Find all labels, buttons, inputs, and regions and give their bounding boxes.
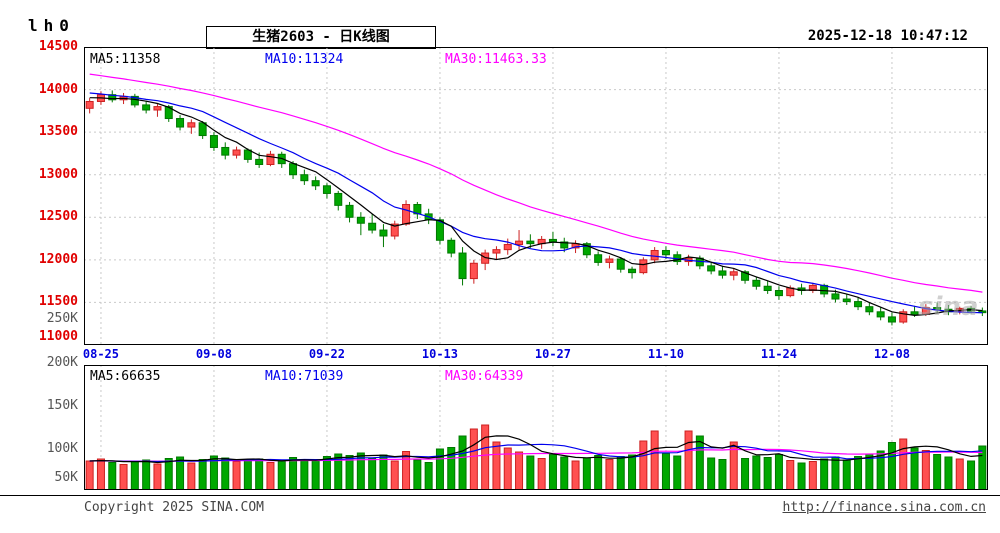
- price-ma10-legend: MA10:11324: [265, 52, 344, 67]
- price-axis-label: 13000: [38, 166, 78, 182]
- volume-axis-label: 150K: [46, 398, 78, 413]
- volume-ma5-legend: MA5:66635: [90, 369, 161, 384]
- date-axis-label: 12-08: [873, 347, 910, 361]
- date-axis-label: 11-10: [647, 347, 684, 361]
- date-axis-label: 10-13: [421, 347, 458, 361]
- price-axis-label: 14000: [38, 81, 78, 97]
- volume-axis-label: 250K: [46, 311, 78, 326]
- date-axis-label: 08-25: [82, 347, 119, 361]
- site-url-link[interactable]: http://finance.sina.com.cn: [782, 500, 987, 515]
- instrument-code: lh0: [28, 16, 75, 35]
- volume-axis-label: 200K: [46, 355, 78, 370]
- sina-watermark: sina: [918, 292, 979, 322]
- price-ma5-legend: MA5:11358: [90, 52, 161, 67]
- price-ma30-legend: MA30:11463.33: [445, 52, 547, 67]
- date-axis-label: 09-22: [308, 347, 345, 361]
- chart-title: 生猪2603 - 日K线图: [206, 26, 436, 49]
- quote-timestamp: 2025-12-18 10:47:12: [807, 28, 968, 44]
- volume-ma30-legend: MA30:64339: [445, 369, 524, 384]
- price-axis-label: 11000: [38, 329, 78, 344]
- price-axis-label: 12000: [38, 251, 78, 267]
- date-axis-label: 10-27: [534, 347, 571, 361]
- price-axis-label: 11500: [38, 294, 78, 310]
- date-axis-label: 09-08: [195, 347, 232, 361]
- price-axis-label: 13500: [38, 124, 78, 140]
- volume-axis-label: 100K: [46, 441, 78, 456]
- copyright-text: Copyright 2025 SINA.COM: [84, 500, 265, 515]
- volume-pane: [84, 365, 988, 490]
- candlestick-pane: [84, 47, 988, 345]
- volume-ma10-legend: MA10:71039: [265, 369, 344, 384]
- date-axis-label: 11-24: [760, 347, 797, 361]
- price-axis-label: 12500: [38, 209, 78, 225]
- price-axis-label: 14500: [38, 39, 78, 54]
- volume-axis-label: 50K: [54, 470, 78, 485]
- footer-divider: [0, 495, 1000, 496]
